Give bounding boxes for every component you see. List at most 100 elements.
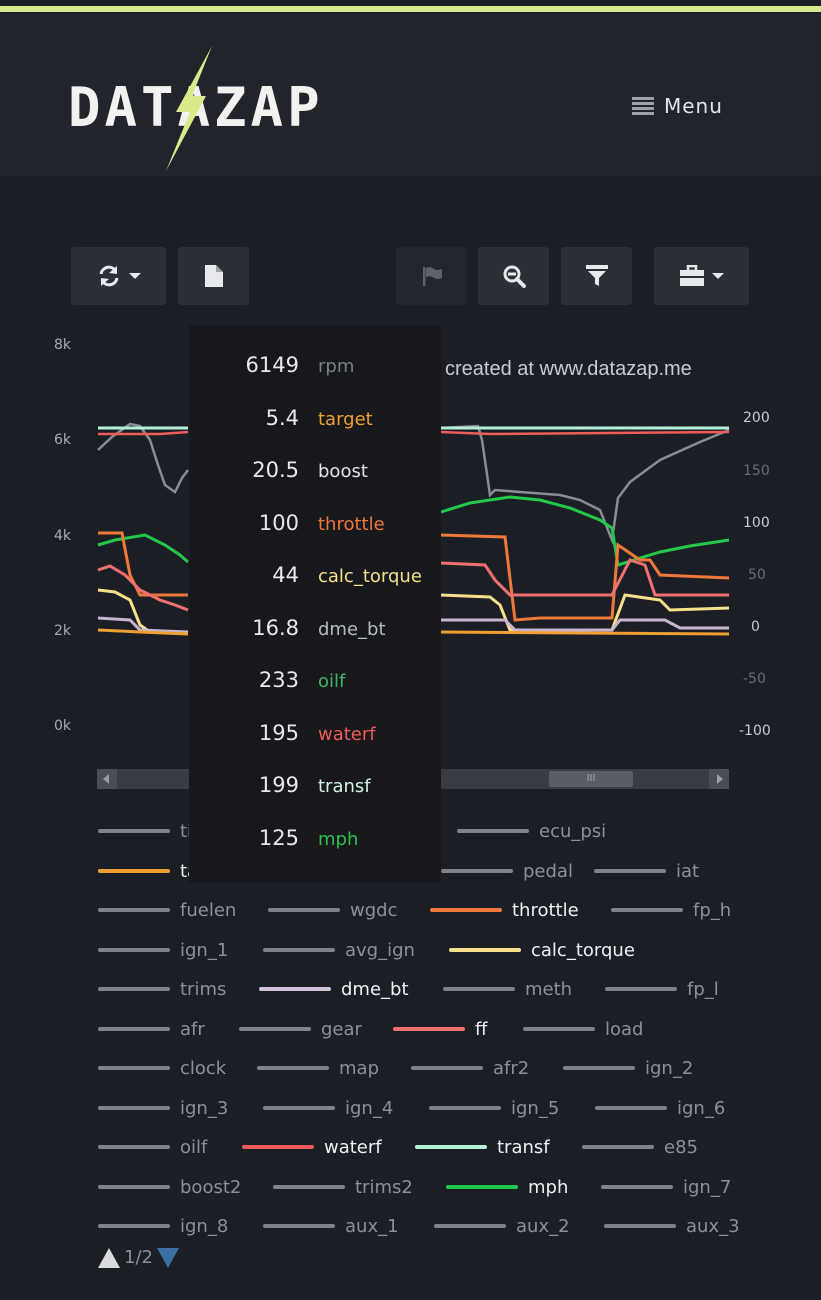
tooltip-value: 16.8 (252, 615, 299, 640)
legend-item[interactable]: avg_ign (263, 937, 415, 963)
legend-item[interactable]: load (523, 1016, 643, 1042)
legend-item[interactable]: meth (443, 976, 572, 1002)
tooltip-row: 100 throttle (189, 511, 441, 541)
legend-item[interactable]: oilf (98, 1134, 207, 1160)
legend-item[interactable]: dme_bt (259, 976, 409, 1002)
refresh-icon (99, 265, 118, 287)
legend-item[interactable]: fp_h (611, 897, 731, 923)
briefcase-icon (679, 265, 704, 286)
toolbox-button[interactable] (654, 247, 749, 305)
legend-item[interactable]: trims2 (273, 1174, 413, 1200)
right-axis-tick: 100 (743, 515, 770, 531)
legend-item[interactable]: afr (98, 1016, 205, 1042)
legend-item[interactable]: ign_6 (595, 1095, 725, 1121)
tooltip-row: 44 calc_torque (189, 563, 441, 593)
legend-item[interactable]: ign_8 (98, 1213, 228, 1239)
legend-label: ecu_psi (539, 820, 607, 842)
chart-title: created at www.datazap.me (445, 358, 692, 380)
legend-item[interactable]: aux_2 (434, 1213, 570, 1239)
legend-item[interactable]: ff (393, 1016, 487, 1042)
legend-item[interactable]: ti (98, 818, 192, 844)
legend-item[interactable]: e85 (582, 1134, 698, 1160)
site-header: DATAZAP Menu (0, 14, 821, 176)
flag-button[interactable] (396, 247, 467, 305)
legend-item[interactable]: ign_4 (263, 1095, 393, 1121)
legend-label: trims2 (355, 1176, 413, 1198)
legend-swatch (611, 908, 683, 912)
legend-item[interactable]: trims (98, 976, 226, 1002)
legend-swatch (259, 987, 331, 991)
right-axis-tick: 200 (743, 410, 770, 426)
filter-button[interactable] (561, 247, 632, 305)
legend-label: fuelen (180, 899, 237, 921)
legend-swatch (257, 1066, 329, 1070)
legend-item[interactable]: wgdc (268, 897, 397, 923)
tooltip-series-name: transf (318, 776, 371, 797)
legend-item[interactable]: ecu_psi (457, 818, 606, 844)
legend-item[interactable]: ign_1 (98, 937, 228, 963)
legend-swatch (563, 1066, 635, 1070)
left-axis-tick: 2k (54, 623, 72, 639)
legend-item[interactable]: pedal (441, 858, 573, 884)
legend-swatch (441, 869, 513, 873)
series-line-throttle (440, 533, 730, 622)
file-button[interactable] (178, 247, 249, 305)
chart-plot[interactable] (0, 0, 821, 800)
legend-item[interactable]: clock (98, 1055, 226, 1081)
legend-label: ign_2 (645, 1057, 694, 1079)
right-axis-tick: 0 (751, 619, 760, 635)
legend-label: iat (676, 860, 700, 882)
zoom-out-button[interactable] (478, 247, 549, 305)
filter-icon (585, 265, 608, 286)
left-axis-tick: 8k (54, 337, 72, 353)
left-axis-tick: 6k (54, 432, 72, 448)
legend-item[interactable]: gear (239, 1016, 362, 1042)
legend-item[interactable]: ign_2 (563, 1055, 693, 1081)
legend-item[interactable]: aux_1 (263, 1213, 399, 1239)
legend-item[interactable]: fp_l (605, 976, 719, 1002)
tooltip-series-name: mph (318, 828, 359, 850)
series-line-waterf (440, 430, 730, 436)
scroll-left-button[interactable] (97, 769, 117, 789)
legend-item[interactable]: iat (594, 858, 699, 884)
arrow-up-icon[interactable] (98, 1247, 120, 1268)
legend-item[interactable]: boost2 (98, 1174, 241, 1200)
series-line-dme_bt (441, 618, 729, 632)
legend-swatch (601, 1185, 673, 1189)
legend-label: mph (528, 1176, 569, 1198)
legend-item[interactable]: calc_torque (449, 937, 635, 963)
legend-item[interactable]: transf (415, 1134, 550, 1160)
legend-label: wgdc (350, 899, 398, 921)
refresh-button[interactable] (71, 247, 166, 305)
legend-item[interactable]: ta (98, 858, 198, 884)
legend-swatch (268, 908, 340, 912)
legend-label: e85 (664, 1136, 698, 1158)
legend-item[interactable]: fuelen (98, 897, 236, 923)
legend-label: load (605, 1018, 644, 1040)
scroll-right-button[interactable] (709, 769, 729, 789)
legend-label: pedal (523, 860, 573, 882)
legend-item[interactable]: afr2 (411, 1055, 529, 1081)
scroll-thumb[interactable]: III (549, 771, 633, 787)
tooltip-value: 195 (258, 720, 299, 745)
menu-button[interactable]: Menu (632, 94, 723, 118)
legend-item[interactable]: waterf (242, 1134, 382, 1160)
legend-item[interactable]: map (257, 1055, 379, 1081)
legend-swatch (594, 869, 666, 873)
legend-item[interactable]: throttle (430, 897, 579, 923)
menu-label: Menu (664, 94, 723, 118)
legend-item[interactable]: aux_3 (604, 1213, 740, 1239)
legend-label: ign_6 (677, 1097, 726, 1119)
tooltip-row: 6149 rpm (189, 353, 441, 383)
arrow-down-icon[interactable] (156, 1247, 179, 1268)
tooltip-value: 44 (272, 563, 299, 587)
legend-pager: 1/2 (98, 1247, 179, 1268)
legend-item[interactable]: mph (446, 1174, 568, 1200)
legend-item[interactable]: ign_5 (429, 1095, 559, 1121)
legend-item[interactable]: ign_7 (601, 1174, 731, 1200)
legend-label: transf (497, 1136, 550, 1158)
legend-swatch (393, 1027, 465, 1031)
legend-label: ign_8 (180, 1215, 229, 1237)
tooltip-value: 6149 (245, 353, 299, 377)
legend-item[interactable]: ign_3 (98, 1095, 228, 1121)
